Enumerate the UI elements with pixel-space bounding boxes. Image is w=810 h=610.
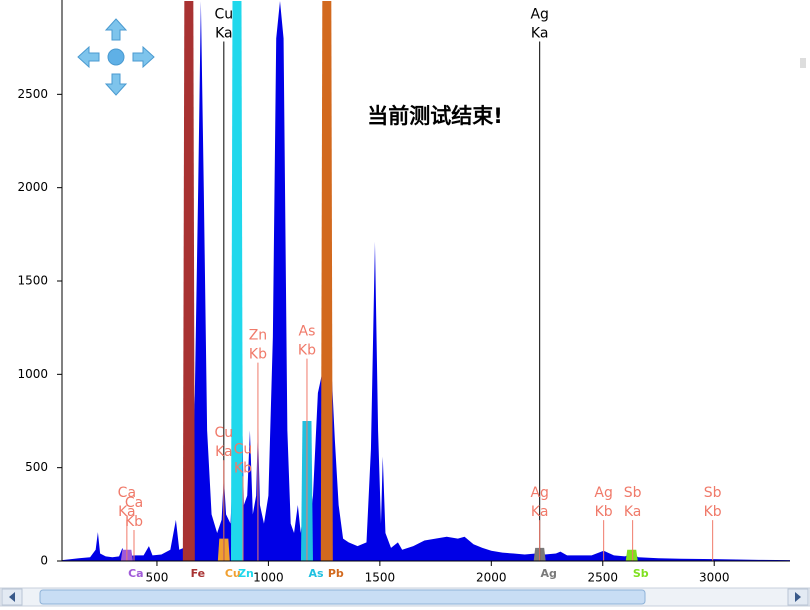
scrollbar[interactable]	[0, 587, 810, 607]
line-label: Cu	[214, 7, 233, 23]
element-label: Fe	[191, 567, 206, 580]
y-tick-label: 0	[40, 554, 48, 568]
element-label: Zn	[238, 567, 254, 580]
scroll-thumb[interactable]	[39, 589, 646, 605]
y-tick-label: 1500	[17, 274, 48, 288]
pan-right[interactable]	[132, 45, 155, 69]
line-label: Ka	[215, 444, 233, 460]
element-peak	[230, 1, 243, 561]
line-label: Ag	[530, 7, 548, 23]
line-label: Ca	[125, 495, 143, 511]
element-peak	[625, 549, 638, 561]
x-tick-label: 2500	[587, 571, 618, 585]
line-label: Ka	[118, 504, 136, 520]
element-label: Sb	[633, 567, 649, 580]
x-tick-label: 2000	[476, 571, 507, 585]
line-label: Ka	[215, 26, 233, 42]
x-tick-label: 1500	[365, 571, 396, 585]
line-label: Cu	[214, 425, 233, 441]
line-label: Kb	[704, 504, 722, 520]
line-label: Ka	[624, 504, 642, 520]
line-label: Ag	[530, 485, 548, 501]
element-label: Pb	[328, 567, 344, 580]
pan-left[interactable]	[77, 45, 100, 69]
line-label: Zn	[249, 328, 267, 344]
line-label: Kb	[595, 504, 613, 520]
x-tick-label: 3000	[699, 571, 730, 585]
line-label: Cu	[234, 441, 253, 457]
pan-down[interactable]	[104, 73, 128, 96]
line-label: Ca	[118, 485, 136, 501]
line-label: Ka	[531, 504, 549, 520]
y-tick-label: 500	[25, 460, 48, 474]
plot-area	[62, 1, 790, 561]
pan-control[interactable]	[77, 18, 155, 96]
line-label: Sb	[704, 485, 722, 501]
element-peak	[320, 1, 333, 561]
y-tick-label: 2500	[17, 87, 48, 101]
resize-grip	[800, 58, 806, 68]
line-label: Sb	[624, 485, 642, 501]
element-label: As	[308, 567, 324, 580]
scroll-right-arrow	[795, 592, 801, 602]
x-tick-label: 500	[146, 571, 169, 585]
scroll-left-arrow	[9, 592, 15, 602]
element-label: Ag	[540, 567, 556, 580]
line-label: Kb	[234, 460, 252, 476]
status-message: 当前测试结束!	[367, 104, 503, 128]
y-tick-label: 1000	[17, 367, 48, 381]
line-label: Kb	[249, 347, 267, 363]
pan-center[interactable]	[107, 48, 125, 66]
x-tick-label: 1000	[253, 571, 284, 585]
y-tick-label: 2000	[17, 180, 48, 194]
element-label: Cu	[225, 567, 241, 580]
line-label: Kb	[298, 343, 316, 359]
line-label: Kb	[125, 514, 143, 530]
element-label: Ca	[128, 567, 144, 580]
element-peak	[182, 1, 195, 561]
line-label: Ag	[594, 485, 612, 501]
line-label: Ka	[531, 26, 549, 42]
pan-up[interactable]	[104, 18, 128, 41]
line-label: As	[299, 324, 316, 340]
